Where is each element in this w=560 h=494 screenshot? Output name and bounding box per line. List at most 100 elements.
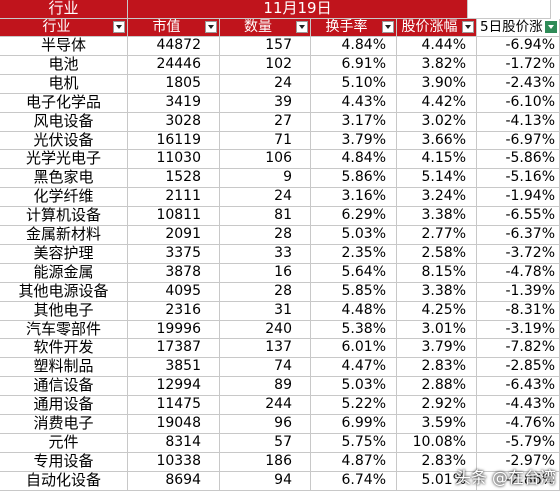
table-cell[interactable]: 5.14% — [397, 169, 477, 188]
table-cell[interactable]: 44872 — [128, 37, 220, 56]
table-cell[interactable]: 17387 — [128, 339, 220, 358]
table-cell[interactable]: 8.15% — [397, 264, 477, 283]
column-header-market-cap[interactable]: 市值 — [128, 19, 220, 37]
table-cell[interactable]: 4.42% — [397, 94, 477, 113]
table-cell[interactable]: 3.66% — [397, 132, 477, 150]
table-cell[interactable]: 5.64% — [311, 264, 397, 283]
table-cell[interactable]: 3028 — [128, 113, 220, 132]
table-cell[interactable]: -1.94% — [477, 188, 560, 207]
table-cell[interactable]: 81 — [220, 207, 311, 226]
table-cell[interactable]: 3.38% — [397, 283, 477, 302]
filter-dropdown-icon[interactable] — [113, 21, 125, 33]
table-cell[interactable]: 3.59% — [397, 415, 477, 434]
table-cell[interactable]: 4.47% — [311, 358, 397, 377]
table-cell[interactable]: 5.22% — [311, 396, 397, 415]
table-cell[interactable]: 31 — [220, 302, 311, 321]
table-cell[interactable]: 3.38% — [397, 207, 477, 226]
table-cell[interactable]: 3.24% — [397, 188, 477, 207]
table-cell[interactable]: 3851 — [128, 358, 220, 377]
table-cell[interactable]: 4.48% — [311, 302, 397, 321]
table-cell[interactable]: 2.77% — [397, 226, 477, 245]
table-cell[interactable]: 电子化学品 — [0, 94, 128, 113]
table-cell[interactable]: 塑料制品 — [0, 358, 128, 377]
table-cell[interactable]: 半导体 — [0, 37, 128, 56]
table-cell[interactable]: 2.35% — [311, 245, 397, 264]
table-cell[interactable]: 3.82% — [397, 56, 477, 75]
table-cell[interactable]: 39 — [220, 94, 311, 113]
table-cell[interactable]: 24 — [220, 188, 311, 207]
table-cell[interactable]: -7.82% — [477, 339, 560, 358]
table-cell[interactable]: -5.16% — [477, 169, 560, 188]
table-cell[interactable]: 2.83% — [397, 358, 477, 377]
table-cell[interactable]: 5.01% — [397, 472, 477, 491]
table-cell[interactable]: 24446 — [128, 56, 220, 75]
table-cell[interactable]: -4.43% — [477, 396, 560, 415]
table-cell[interactable]: 19048 — [128, 415, 220, 434]
table-cell[interactable]: 19996 — [128, 321, 220, 339]
table-cell[interactable]: 16119 — [128, 132, 220, 150]
table-cell[interactable]: 8314 — [128, 434, 220, 453]
table-cell[interactable]: 89 — [220, 377, 311, 396]
table-cell[interactable]: 3.17% — [311, 113, 397, 132]
table-cell[interactable]: 24 — [220, 75, 311, 94]
table-cell[interactable]: 11475 — [128, 396, 220, 415]
table-cell[interactable]: 3878 — [128, 264, 220, 283]
table-cell[interactable]: 光伏设备 — [0, 132, 128, 150]
table-cell[interactable]: -5.86% — [477, 150, 560, 169]
column-header-count[interactable]: 数量 — [220, 19, 311, 37]
table-cell[interactable]: 计算机设备 — [0, 207, 128, 226]
table-cell[interactable]: 风电设备 — [0, 113, 128, 132]
table-cell[interactable]: -6.37% — [477, 226, 560, 245]
table-cell[interactable]: 244 — [220, 396, 311, 415]
table-cell[interactable]: -6.97% — [477, 132, 560, 150]
table-cell[interactable]: 4.84% — [311, 150, 397, 169]
date-header-cell[interactable]: 11月19日 — [128, 0, 468, 19]
table-cell[interactable]: -1.72% — [477, 56, 560, 75]
table-cell[interactable]: 9 — [220, 169, 311, 188]
table-cell[interactable]: 5.85% — [311, 283, 397, 302]
table-cell[interactable]: 专用设备 — [0, 453, 128, 472]
table-cell[interactable]: 8694 — [128, 472, 220, 491]
table-cell[interactable]: 6.91% — [311, 56, 397, 75]
table-cell[interactable]: 电机 — [0, 75, 128, 94]
column-header-turnover[interactable]: 换手率 — [311, 19, 397, 37]
table-cell[interactable]: 1528 — [128, 169, 220, 188]
table-cell[interactable]: 6.29% — [311, 207, 397, 226]
table-cell[interactable]: 71 — [220, 132, 311, 150]
table-cell[interactable]: 5.75% — [311, 434, 397, 453]
table-cell[interactable]: 元件 — [0, 434, 128, 453]
table-cell[interactable]: -3.19% — [477, 321, 560, 339]
table-cell[interactable]: 28 — [220, 226, 311, 245]
table-cell[interactable]: -6.10% — [477, 94, 560, 113]
table-cell[interactable]: 6.01% — [311, 339, 397, 358]
table-cell[interactable]: 3.02% — [397, 113, 477, 132]
table-cell[interactable]: 3375 — [128, 245, 220, 264]
table-cell[interactable]: -4.76% — [477, 415, 560, 434]
table-cell[interactable]: 其他电源设备 — [0, 283, 128, 302]
table-cell[interactable]: 6.99% — [311, 415, 397, 434]
table-cell[interactable]: 2111 — [128, 188, 220, 207]
filter-dropdown-icon[interactable] — [382, 21, 394, 33]
table-cell[interactable]: 软件开发 — [0, 339, 128, 358]
table-cell[interactable]: 1805 — [128, 75, 220, 94]
column-header-5day-change[interactable]: 5日股价涨 — [477, 19, 560, 37]
table-cell[interactable]: 5.38% — [311, 321, 397, 339]
table-cell[interactable]: 33 — [220, 245, 311, 264]
table-cell[interactable]: 96 — [220, 415, 311, 434]
table-cell[interactable]: 4.15% — [397, 150, 477, 169]
table-cell[interactable]: 11030 — [128, 150, 220, 169]
table-cell[interactable]: 3.16% — [311, 188, 397, 207]
table-cell[interactable]: 2.58% — [397, 245, 477, 264]
table-cell[interactable]: 4.44% — [397, 37, 477, 56]
table-cell[interactable]: -4.78% — [477, 264, 560, 283]
table-cell[interactable]: 27 — [220, 113, 311, 132]
column-header-price-change[interactable]: 股价涨幅 — [397, 19, 477, 37]
table-cell[interactable]: -6.94% — [477, 37, 560, 56]
table-cell[interactable]: 10338 — [128, 453, 220, 472]
table-cell[interactable]: 金属新材料 — [0, 226, 128, 245]
table-cell[interactable]: 化学纤维 — [0, 188, 128, 207]
table-cell[interactable]: 12994 — [128, 377, 220, 396]
table-cell[interactable]: 2091 — [128, 226, 220, 245]
table-cell[interactable]: -8.31% — [477, 302, 560, 321]
table-cell[interactable]: -2.85% — [477, 358, 560, 377]
